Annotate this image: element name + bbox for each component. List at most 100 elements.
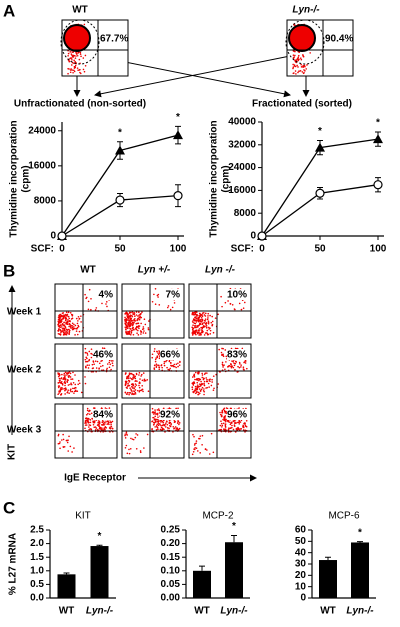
dot	[161, 424, 164, 427]
dot	[158, 304, 161, 306]
dot	[224, 301, 227, 304]
marker	[315, 188, 325, 198]
dot	[82, 57, 85, 59]
dot	[67, 389, 70, 391]
dot	[101, 364, 104, 367]
dot	[176, 427, 179, 430]
dot	[206, 372, 208, 374]
dot	[84, 293, 86, 296]
y-tick-label: 0.5	[30, 579, 44, 590]
dot	[94, 429, 97, 431]
dot	[134, 380, 137, 382]
dot	[232, 360, 235, 363]
dot	[67, 54, 69, 57]
dot	[134, 383, 137, 385]
dot	[199, 452, 202, 454]
dot	[165, 360, 167, 363]
dot	[196, 379, 199, 381]
dot	[70, 382, 72, 385]
dot	[195, 447, 198, 450]
quadrant-percent: 96%	[227, 410, 247, 421]
dot	[135, 373, 138, 376]
dot	[195, 440, 198, 442]
dot	[110, 423, 112, 426]
dot	[124, 437, 127, 439]
dot	[76, 322, 79, 325]
dot	[211, 378, 213, 381]
dot	[131, 387, 134, 389]
dot	[151, 420, 153, 423]
dot	[136, 380, 138, 382]
dot	[106, 363, 109, 365]
dot	[167, 368, 170, 371]
dot	[232, 420, 235, 423]
dot	[193, 381, 195, 384]
dot	[65, 374, 67, 376]
dot	[141, 311, 143, 313]
dot	[84, 358, 87, 361]
significance: *	[232, 521, 236, 532]
dot	[84, 382, 87, 385]
dot	[67, 72, 69, 75]
y-tick-label: 0.0	[30, 593, 44, 604]
dot	[90, 308, 92, 311]
dot	[294, 65, 297, 68]
dot	[234, 368, 236, 371]
y-tick-label: 0.00	[161, 593, 181, 604]
dot	[129, 387, 131, 389]
dot	[75, 330, 78, 332]
dot	[58, 377, 61, 380]
dot	[87, 308, 90, 311]
y-tick-label: 8000	[234, 208, 257, 219]
dot	[156, 355, 159, 357]
dot	[245, 419, 248, 422]
dot	[299, 70, 302, 72]
dot	[168, 424, 171, 427]
dot	[174, 420, 177, 423]
dot	[74, 65, 76, 68]
dot	[73, 59, 75, 62]
x-tick-label: WT	[194, 606, 210, 617]
dot	[205, 380, 208, 383]
quadrant-percent: 92%	[160, 410, 180, 421]
dot	[84, 54, 87, 57]
dot	[130, 383, 133, 386]
row-label: Week 1	[7, 307, 42, 318]
dot	[106, 367, 108, 370]
dot	[201, 319, 204, 322]
dot	[195, 315, 198, 317]
dot	[66, 391, 69, 394]
dot	[127, 330, 129, 333]
dot	[138, 372, 141, 374]
dot	[173, 365, 176, 368]
dot	[78, 330, 81, 333]
dot	[304, 70, 306, 72]
dot	[126, 391, 129, 394]
dot	[73, 323, 75, 326]
dot	[58, 333, 61, 335]
dot	[217, 313, 219, 316]
dot	[207, 382, 210, 385]
dot	[102, 429, 104, 431]
dot	[60, 320, 63, 322]
dot	[125, 444, 128, 447]
dot	[298, 70, 300, 72]
dot	[130, 322, 133, 325]
dot	[70, 53, 73, 55]
dot	[173, 363, 176, 366]
dot	[238, 419, 240, 422]
y-tick-label: 0.10	[161, 565, 181, 576]
label-bg	[227, 409, 249, 420]
dot	[58, 321, 60, 324]
y-tick-label: 2.5	[30, 525, 44, 536]
dot	[79, 71, 81, 74]
flow-plot: 67.7%	[60, 19, 129, 77]
dot	[98, 423, 100, 425]
dot	[155, 357, 157, 359]
dot	[230, 422, 232, 425]
dot	[193, 448, 196, 451]
dot	[168, 422, 171, 425]
dot	[133, 393, 136, 395]
dot	[112, 360, 114, 362]
dot	[62, 317, 65, 320]
